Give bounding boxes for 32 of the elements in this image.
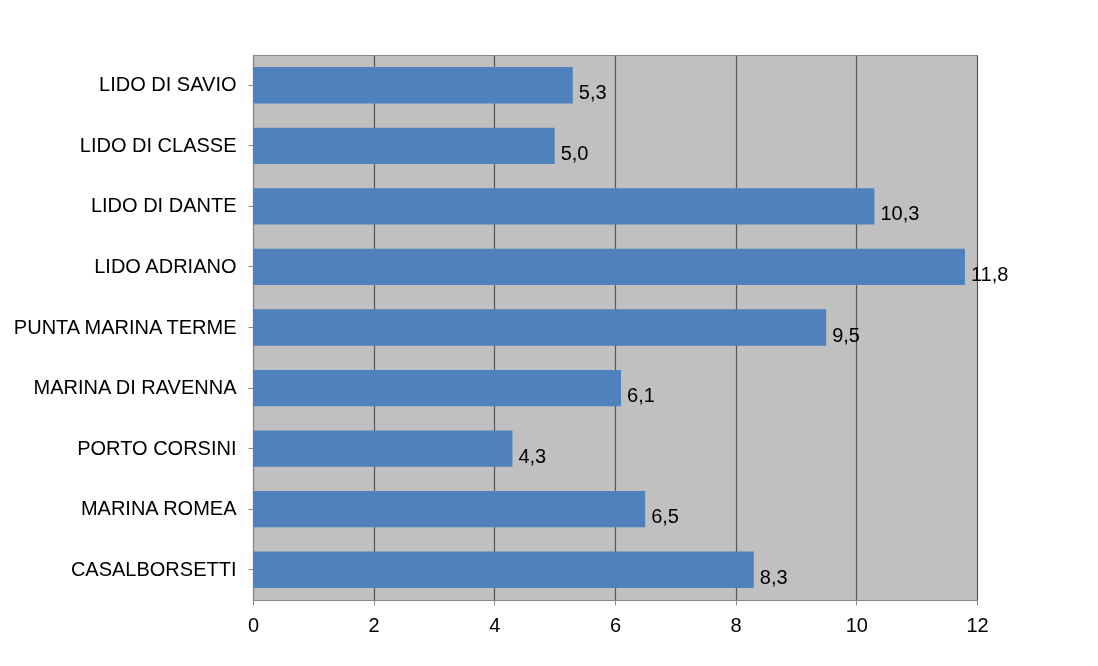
x-tick-label: 12 [966, 613, 989, 636]
y-tick-label: MARINA ROMEA [80, 497, 238, 520]
data-label: 6,5 [651, 505, 679, 528]
data-label: 10,3 [880, 202, 920, 225]
bar [253, 248, 965, 286]
bar [253, 309, 827, 346]
data-label: 5,0 [560, 141, 589, 164]
y-tick-label: LIDO DI CLASSE [79, 133, 237, 156]
x-tick-label: 10 [845, 613, 868, 636]
bar [253, 491, 646, 528]
x-tick-label: 0 [247, 613, 260, 636]
data-label: 6,1 [627, 384, 655, 407]
y-tick-label: LIDO ADRIANO [94, 254, 237, 277]
x-tick-label: 6 [609, 613, 622, 636]
bar [253, 67, 573, 104]
x-tick-label: 8 [730, 613, 742, 636]
x-tick-label: 4 [489, 613, 501, 636]
bar [253, 127, 555, 164]
y-tick-label: CASALBORSETTI [70, 557, 237, 580]
bar [253, 430, 513, 467]
data-label: 8,3 [759, 565, 788, 588]
y-tick-label: MARINA DI RAVENNA [33, 376, 238, 399]
y-tick-label: LIDO DI SAVIO [99, 73, 237, 96]
y-tick-label: PUNTA MARINA TERME [13, 315, 237, 338]
y-tick-label: PORTO CORSINI [77, 436, 237, 459]
bar [253, 188, 875, 225]
data-label: 5,3 [578, 81, 607, 104]
data-label: 4,3 [518, 444, 547, 467]
y-tick-label: LIDO DI DANTE [90, 194, 237, 217]
bar [253, 369, 622, 407]
x-tick-label: 2 [368, 613, 380, 636]
bar [253, 551, 754, 588]
